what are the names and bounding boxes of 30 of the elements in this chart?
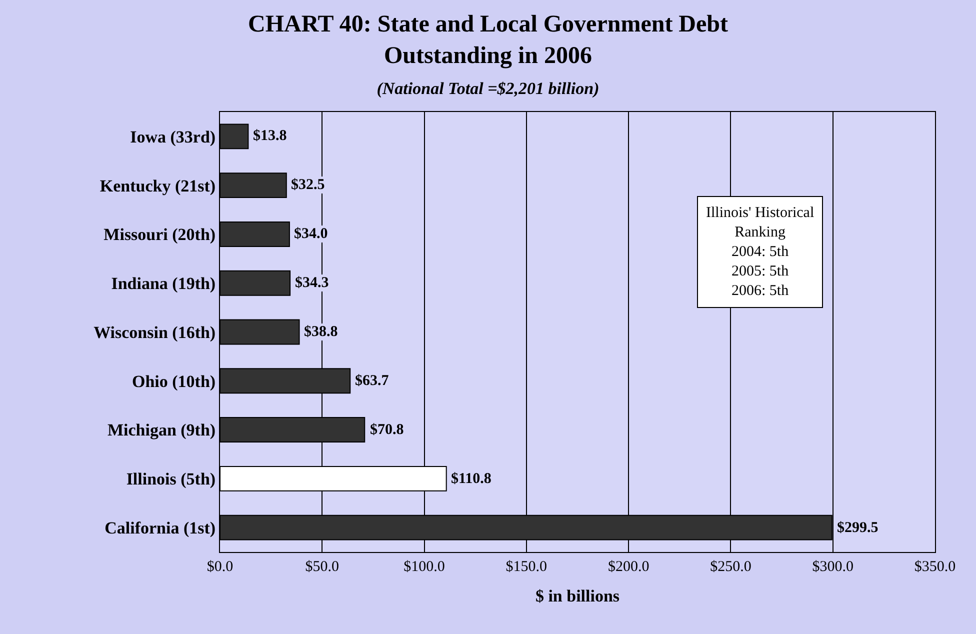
data-label: $34.0 — [294, 226, 328, 242]
x-tick-label: $0.0 — [206, 559, 234, 575]
chart-title: CHART 40: State and Local Government Debt Outstanding in 2006 — [248, 12, 728, 69]
data-label: $32.5 — [291, 177, 325, 193]
x-tick-label: $50.0 — [305, 559, 340, 575]
x-tick-label: $300.0 — [812, 559, 854, 575]
y-tick-label: Kentucky (21st) — [100, 176, 216, 196]
data-label: $110.8 — [451, 471, 492, 487]
data-label: $34.3 — [295, 275, 329, 291]
y-tick-label: California (1st) — [104, 518, 216, 538]
x-tick-label: $200.0 — [608, 559, 650, 575]
y-tick-label: Indiana (19th) — [111, 274, 216, 294]
data-label: $13.8 — [253, 128, 287, 144]
chart-subtitle: (National Total =$2,201 billion) — [376, 79, 600, 98]
y-tick-label: Ohio (10th) — [132, 372, 216, 391]
data-label: $299.5 — [837, 520, 878, 536]
x-axis-title: $ in billions — [535, 586, 620, 606]
x-tick-label: $350.0 — [914, 559, 956, 575]
x-tick-label: $100.0 — [404, 559, 445, 575]
y-tick-label: Iowa (33rd) — [130, 127, 216, 146]
x-tick-label: $150.0 — [506, 559, 548, 575]
data-label: $63.7 — [355, 373, 390, 389]
y-tick-label: Missouri (20th) — [104, 225, 216, 244]
y-tick-label: Illinois (5th) — [126, 470, 216, 489]
y-tick-label: Wisconsin (16th) — [94, 322, 216, 342]
annotation: Illinois' Historical Ranking 2004: 5th 2005: 5th 2006: 5th — [706, 205, 814, 299]
x-tick-label: $250.0 — [710, 559, 752, 575]
data-label: $38.8 — [304, 324, 338, 340]
y-tick-label: Michigan (9th) — [107, 420, 216, 440]
data-label: $70.8 — [370, 422, 404, 438]
